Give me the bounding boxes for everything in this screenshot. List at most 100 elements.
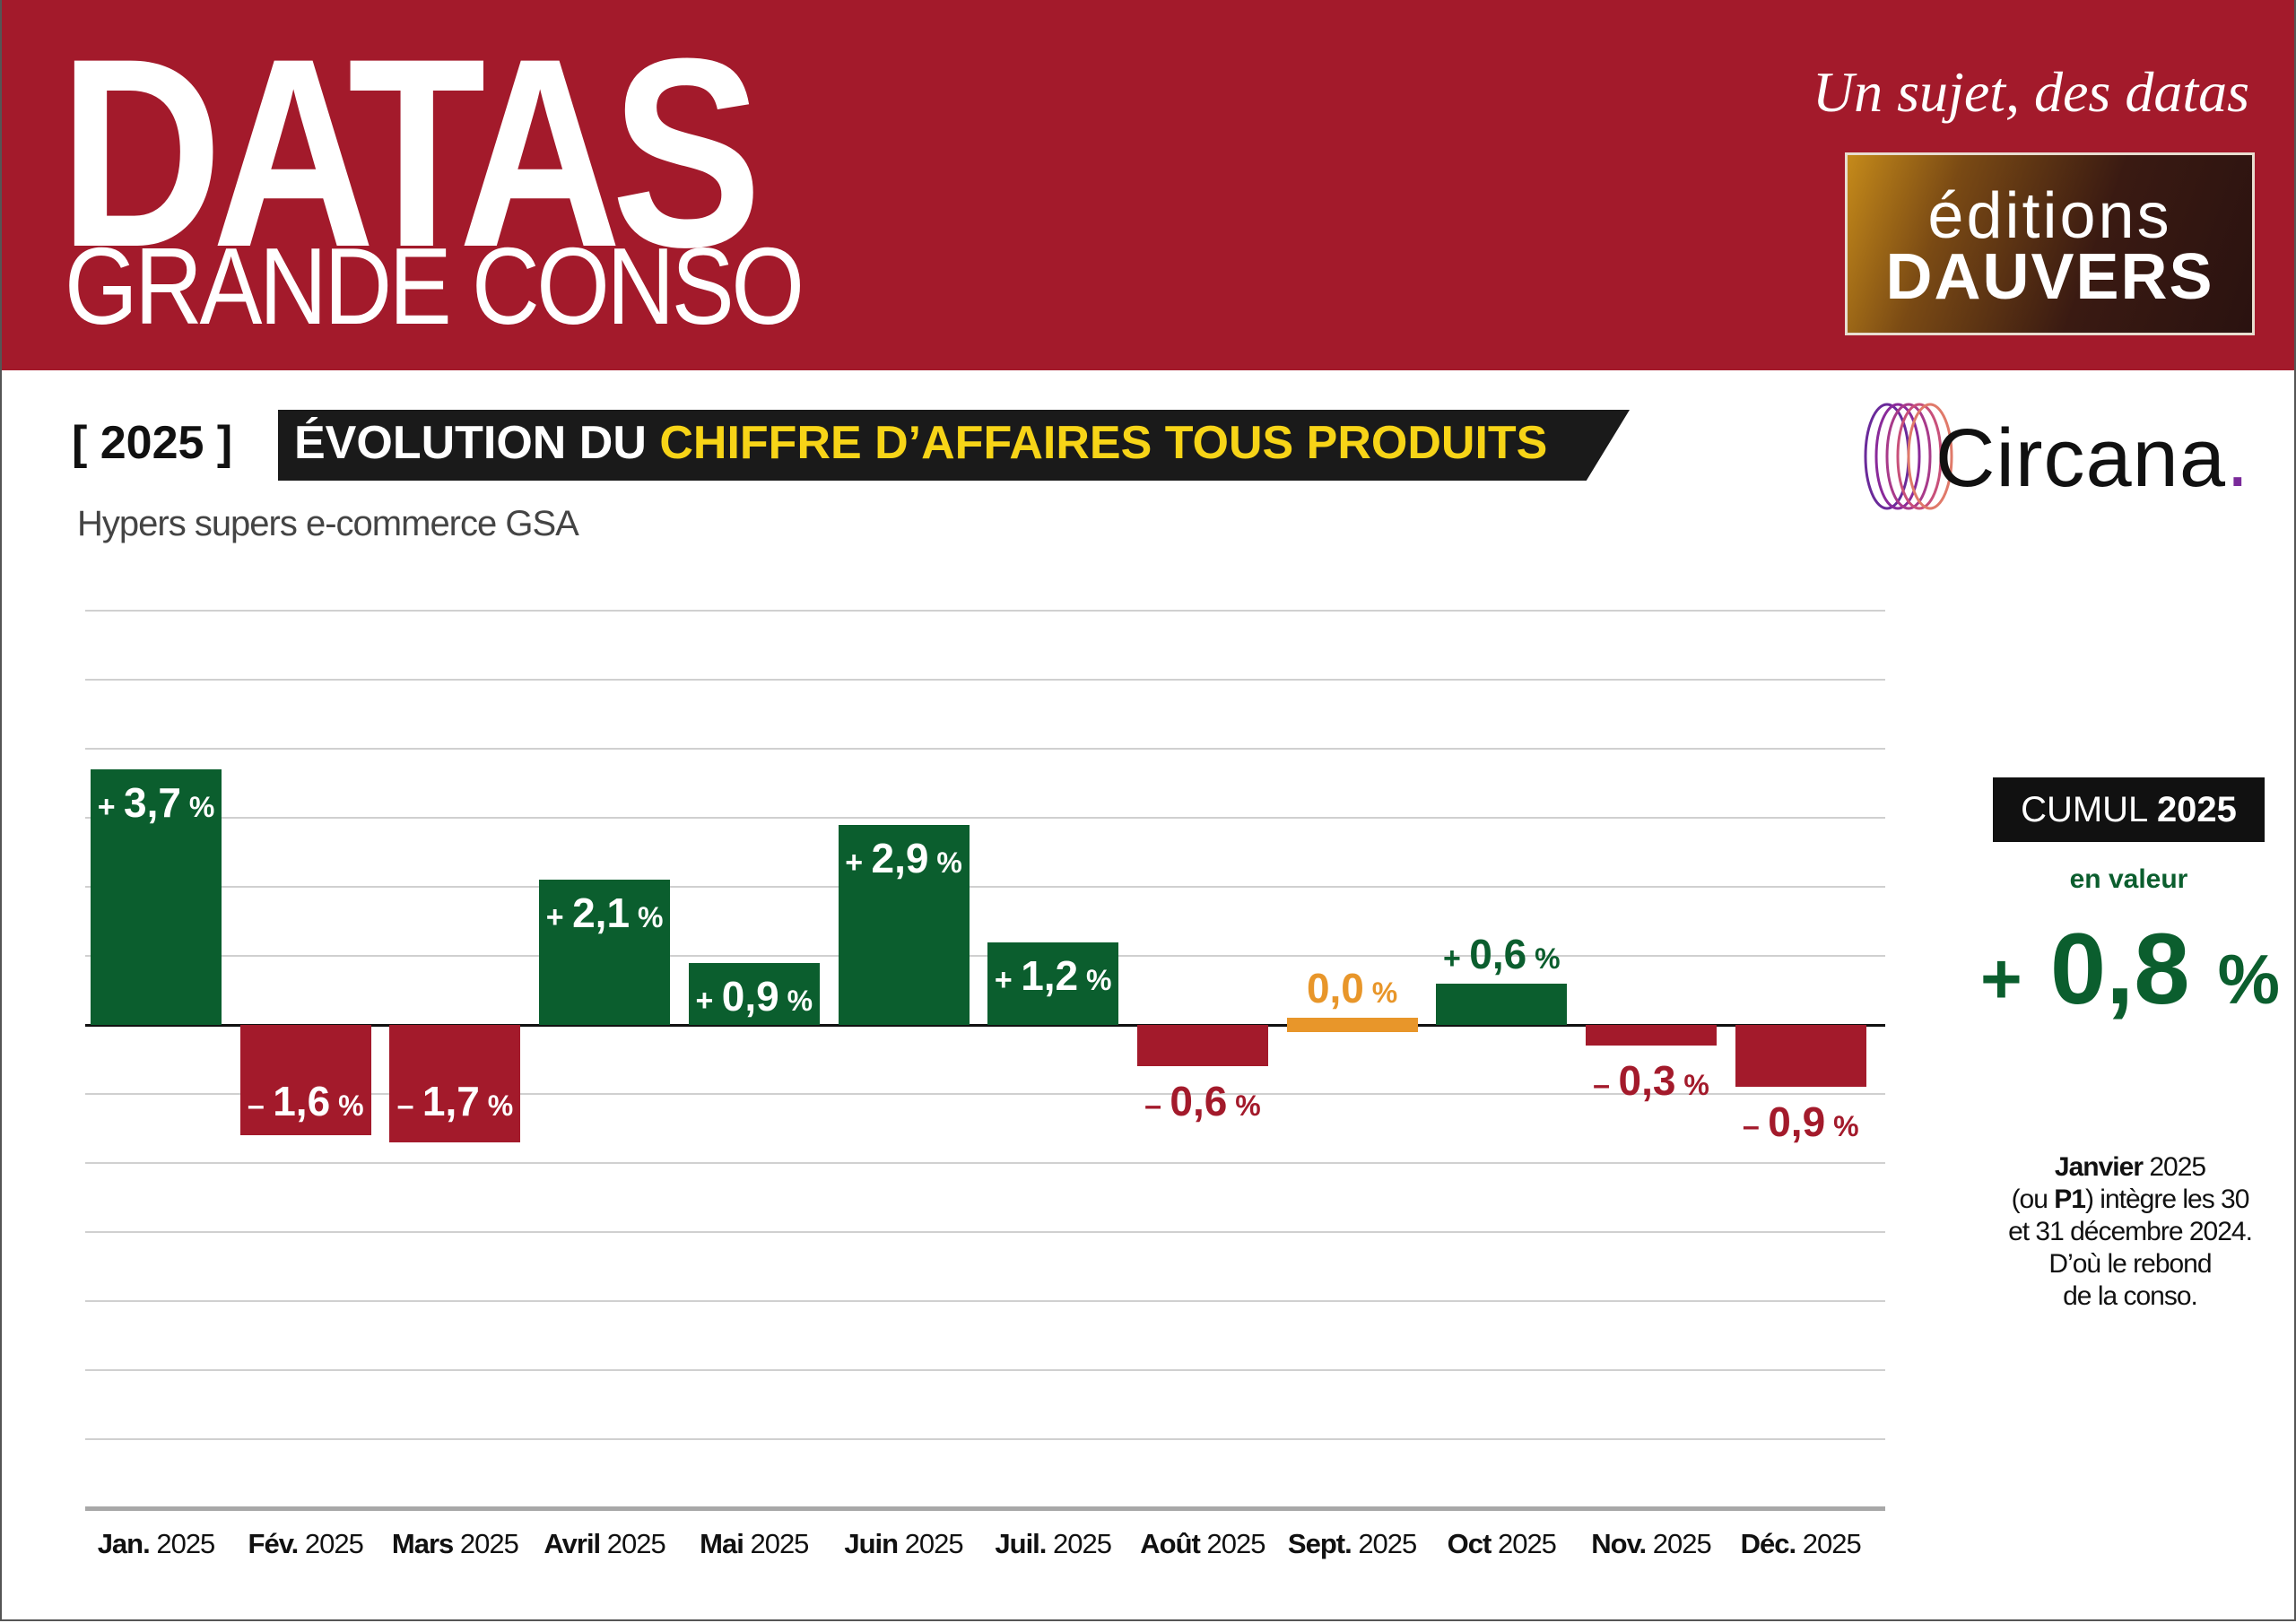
cumul-number: 0,8: [2049, 913, 2190, 1025]
note-text: D’où le rebond: [2048, 1249, 2212, 1279]
logo-line-1: éditions: [1927, 180, 2172, 252]
value-number: 2,1: [572, 890, 631, 937]
value-unit: %: [630, 901, 664, 934]
value-number: 0,6: [1170, 1078, 1228, 1125]
bar: [688, 962, 820, 1025]
gridline: [85, 955, 1885, 957]
category-year: 2025: [743, 1528, 809, 1559]
value-sign: –: [247, 1089, 274, 1123]
gridline: [85, 610, 1885, 612]
value-number: 3,7: [124, 779, 181, 827]
circana-wordmark: Circana.: [1935, 412, 2250, 506]
category-label: Août 2025: [1122, 1528, 1283, 1560]
value-number: 1,7: [422, 1078, 480, 1124]
category-year: 2025: [1491, 1528, 1557, 1559]
category-month: Mars: [391, 1528, 454, 1559]
title-part-2: CHIFFRE D’AFFAIRES TOUS PRODUITS: [659, 417, 1548, 469]
logo-line-2: DAUVERS: [1885, 241, 2214, 313]
title-banner: [278, 410, 1630, 481]
category-label: Nov. 2025: [1570, 1528, 1732, 1560]
bar: [838, 824, 970, 1025]
value-label: + 0,9 %: [665, 976, 844, 1017]
value-label: – 0,6 %: [1113, 1081, 1292, 1122]
note-text: 2025: [2143, 1152, 2206, 1182]
value-unit: %: [778, 984, 813, 1017]
gridline: [85, 748, 1885, 750]
value-sign: +: [97, 790, 124, 825]
header-band: DATAS GRANDE CONSO Un sujet, des datas é…: [0, 0, 2296, 370]
value-unit: %: [479, 1089, 514, 1122]
cumul-sign: +: [1979, 939, 2022, 1019]
gridline: [85, 1300, 1885, 1302]
category-month: Sept.: [1287, 1528, 1352, 1559]
value-unit: %: [1227, 1089, 1261, 1123]
circana-dot: .: [2226, 412, 2250, 504]
note-bold: Janvier: [2054, 1152, 2144, 1182]
cumul-value: + 0,8 %: [1973, 919, 2287, 1020]
category-month: Août: [1140, 1528, 1201, 1559]
editions-dauvers-logo: éditions DAUVERS: [1845, 152, 2255, 335]
value-label: + 3,7 %: [66, 782, 246, 823]
year-tag: [ 2025 ]: [72, 417, 233, 469]
note-text: et 31 décembre 2024.: [2008, 1217, 2253, 1246]
value-sign: +: [545, 900, 573, 935]
cumul-badge: CUMUL 2025: [1993, 777, 2265, 842]
category-month: Oct: [1447, 1528, 1492, 1559]
gridline: [85, 1231, 1885, 1233]
note-text: de la conso.: [2063, 1281, 2198, 1311]
circana-logo: Circana.: [1860, 395, 2264, 516]
bar: [987, 942, 1119, 1025]
bar: [239, 1025, 371, 1136]
value-label: + 0,6 %: [1412, 933, 1591, 975]
cumul-sublabel: en valeur: [2069, 864, 2188, 894]
category-label: Sept. 2025: [1272, 1528, 1433, 1560]
value-number: 0,9: [721, 972, 779, 1020]
category-month: Jan.: [97, 1528, 151, 1559]
bar: [1735, 1025, 1866, 1088]
category-month: Juin: [844, 1528, 899, 1559]
category-month: Déc.: [1740, 1528, 1796, 1559]
note-bold: P1: [2054, 1185, 2086, 1214]
tagline: Un sujet, des datas: [1812, 60, 2249, 124]
cumul-label: CUMUL: [2021, 790, 2147, 829]
value-unit: %: [180, 791, 215, 824]
value-label: – 0,3 %: [1561, 1060, 1741, 1101]
category-year: 2025: [1796, 1528, 1862, 1559]
value-sign: +: [845, 845, 872, 880]
bar: [539, 880, 671, 1025]
bar: [389, 1025, 521, 1142]
category-label: Jan. 2025: [75, 1528, 237, 1560]
category-month: Nov.: [1591, 1528, 1647, 1559]
value-number: 0,6: [1469, 930, 1527, 977]
gridline: [85, 817, 1885, 819]
category-label: Déc. 2025: [1720, 1528, 1882, 1560]
chart-title: ÉVOLUTION DU CHIFFRE D’AFFAIRES TOUS PRO…: [294, 416, 1547, 470]
value-unit: %: [1363, 976, 1398, 1009]
category-month: Mai: [700, 1528, 744, 1559]
note-text: (ou: [2011, 1185, 2055, 1214]
category-label: Avril 2025: [524, 1528, 685, 1560]
category-label: Oct 2025: [1421, 1528, 1582, 1560]
value-label: – 1,6 %: [216, 1081, 396, 1122]
gridline: [85, 679, 1885, 681]
category-year: 2025: [898, 1528, 964, 1559]
value-sign: –: [1144, 1089, 1170, 1124]
gridline: [85, 1438, 1885, 1440]
category-label: Fév. 2025: [225, 1528, 387, 1560]
value-label: 0,0 %: [1263, 968, 1442, 1009]
category-year: 2025: [1646, 1528, 1712, 1559]
bar: [91, 769, 222, 1025]
bar: [1436, 983, 1568, 1025]
brand-subtitle: GRANDE CONSO: [65, 225, 804, 347]
value-unit: %: [1078, 963, 1112, 996]
value-label: + 2,9 %: [814, 838, 994, 879]
title-part-1: ÉVOLUTION DU: [294, 417, 647, 469]
category-year: 2025: [1199, 1528, 1266, 1559]
value-sign: –: [1742, 1109, 1769, 1144]
gridline: [85, 886, 1885, 888]
value-number: 0,0: [1306, 965, 1364, 1011]
cumul-unit: %: [2217, 940, 2281, 1019]
category-year: 2025: [298, 1528, 364, 1559]
category-label: Mai 2025: [674, 1528, 835, 1560]
footnote: Janvier 2025 (ou P1) intègre les 30 et 3…: [1973, 1151, 2287, 1313]
